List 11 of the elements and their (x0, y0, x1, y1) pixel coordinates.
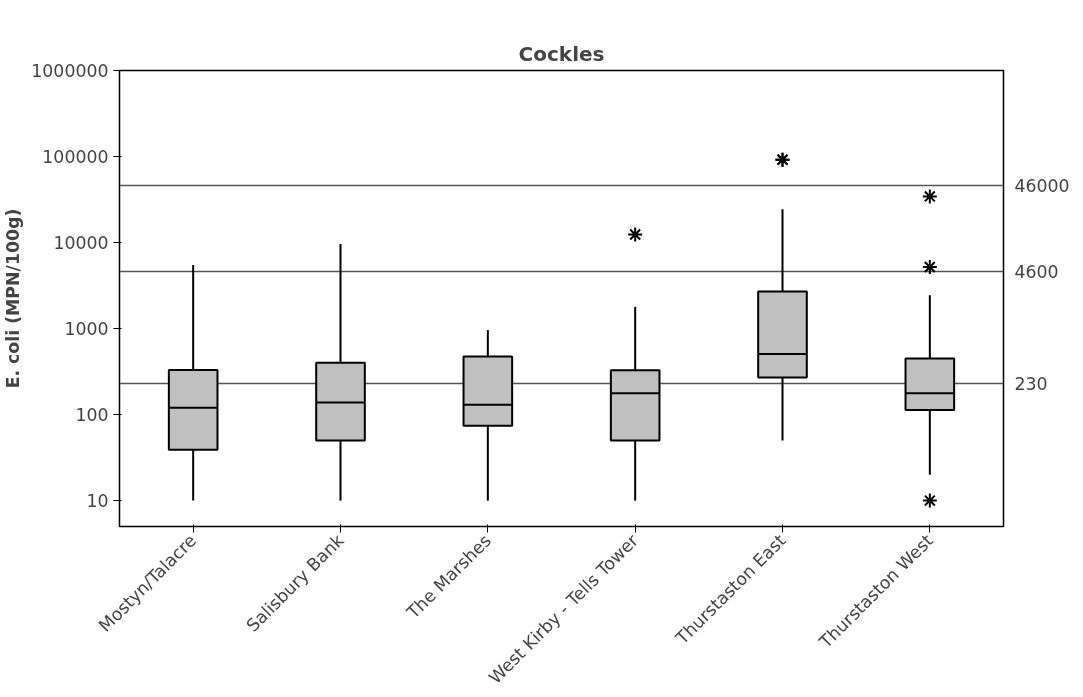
ref-line-label: 46000 (1014, 176, 1070, 197)
ref-line-label: 230 (1014, 373, 1048, 394)
ref-line-label: 4600 (1014, 262, 1059, 283)
chart-title: Cockles (518, 41, 605, 66)
y-axis-title: E. coli (MPN/100g) (3, 208, 24, 389)
y-tick-label: 100000 (42, 147, 109, 168)
y-tick-label: 1000000 (31, 61, 109, 81)
y-tick-label: 1000 (64, 319, 109, 340)
y-tick-label: 10 (86, 491, 109, 512)
y-tick-label: 100 (75, 405, 109, 426)
y-tick-label: 10000 (53, 233, 109, 254)
